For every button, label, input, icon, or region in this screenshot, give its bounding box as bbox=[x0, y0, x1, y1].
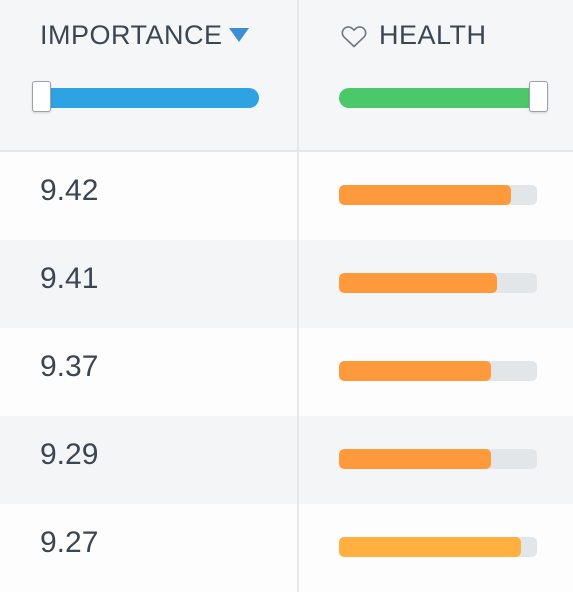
health-range-track[interactable] bbox=[339, 88, 539, 108]
importance-range-track[interactable] bbox=[40, 88, 259, 108]
column-divider bbox=[297, 0, 299, 592]
table-row[interactable]: 9.27 bbox=[0, 504, 573, 592]
health-bar-fill bbox=[339, 273, 498, 293]
table-row[interactable]: 9.37 bbox=[0, 328, 573, 416]
importance-value: 9.37 bbox=[40, 350, 99, 383]
importance-value: 9.42 bbox=[40, 174, 99, 207]
table-row[interactable]: 9.41 bbox=[0, 240, 573, 328]
health-bar-fill bbox=[339, 449, 492, 469]
table-header: IMPORTANCE HEALTH bbox=[0, 0, 573, 152]
importance-value: 9.27 bbox=[40, 526, 99, 559]
importance-column-header[interactable]: IMPORTANCE bbox=[40, 20, 223, 50]
health-bar bbox=[339, 361, 537, 381]
health-column-header[interactable]: HEALTH bbox=[379, 20, 487, 50]
health-bar-fill bbox=[339, 361, 492, 381]
importance-value: 9.41 bbox=[40, 262, 99, 295]
table-row[interactable]: 9.42 bbox=[0, 152, 573, 240]
health-bar bbox=[339, 273, 537, 293]
health-range-max-handle[interactable] bbox=[529, 81, 548, 112]
health-bar-fill bbox=[339, 537, 522, 557]
importance-value: 9.29 bbox=[40, 438, 99, 471]
heart-icon bbox=[341, 26, 367, 48]
table-row[interactable]: 9.29 bbox=[0, 416, 573, 504]
health-bar bbox=[339, 185, 537, 205]
importance-range-min-handle[interactable] bbox=[32, 81, 51, 112]
sort-descending-icon[interactable] bbox=[229, 28, 249, 42]
health-bar-fill bbox=[339, 185, 512, 205]
health-bar bbox=[339, 449, 537, 469]
health-bar bbox=[339, 537, 537, 557]
